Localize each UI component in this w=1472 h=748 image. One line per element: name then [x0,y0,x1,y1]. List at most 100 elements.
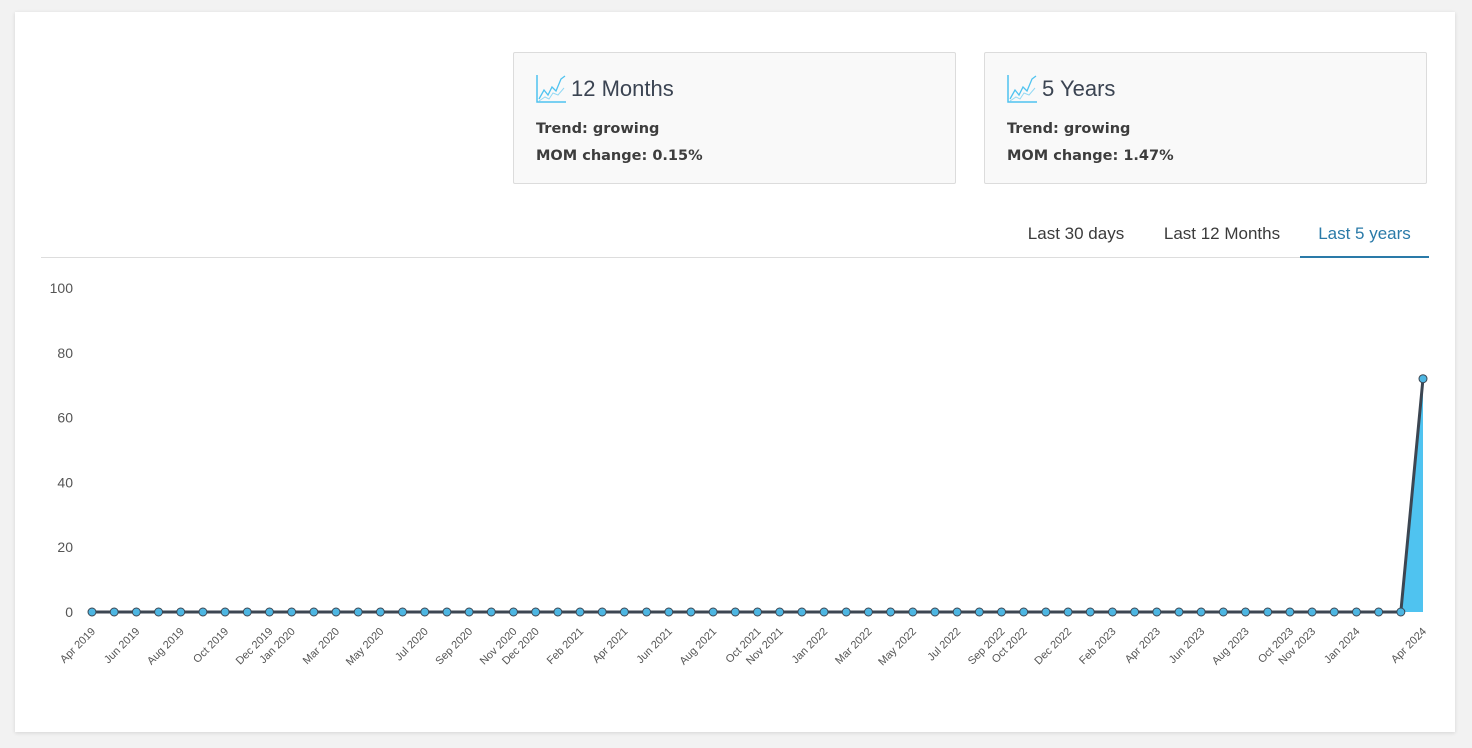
trend-chart: 0 20 40 60 80 100 Apr 2019 Jun 2019 Aug 2019 Oct… [50,280,1429,669]
data-point[interactable] [1351,607,1361,617]
data-point[interactable] [87,607,97,617]
x-tick-label: Apr 2023 [1123,626,1163,666]
data-point[interactable] [952,607,962,617]
data-point[interactable] [375,607,385,617]
series-layer [87,374,1428,617]
data-point[interactable] [1085,607,1095,617]
y-tick-label: 40 [57,474,73,490]
data-point[interactable] [863,607,873,617]
trends-panel: 12 Months Trend: growing MOM change: 0.1… [15,12,1455,732]
data-point[interactable] [664,607,674,617]
card-title: 12 Months [571,76,674,101]
x-tick-label: Mar 2020 [301,626,342,667]
data-point[interactable] [1107,607,1117,617]
data-point[interactable] [1241,607,1251,617]
x-tick-label: Jan 2024 [1322,626,1362,666]
data-point[interactable] [730,607,740,617]
x-tick-label: Apr 2021 [590,626,630,666]
line-chart-icon [1007,75,1037,103]
x-tick-label: Aug 2023 [1210,626,1252,668]
x-tick-label: Dec 2022 [1032,626,1074,668]
data-point[interactable] [353,607,363,617]
data-point[interactable] [464,607,474,617]
x-tick-label: Feb 2021 [545,626,586,667]
x-axis: Apr 2019 Jun 2019 Aug 2019 Oct 2019 Dec 2019… [58,626,1429,669]
data-point[interactable] [1218,607,1228,617]
x-tick-label: Feb 2023 [1077,626,1118,667]
data-point[interactable] [930,607,940,617]
tab-last-5-years[interactable]: Last 5 years [1300,217,1429,258]
data-point[interactable] [398,607,408,617]
tab-last-12-months[interactable]: Last 12 Months [1163,224,1281,243]
data-point[interactable] [264,607,274,617]
data-point[interactable] [1307,607,1317,617]
data-point[interactable] [819,607,829,617]
data-point[interactable] [1019,607,1029,617]
data-point[interactable] [1263,607,1273,617]
data-point[interactable] [442,607,452,617]
data-point[interactable] [775,607,785,617]
x-tick-label: Apr 2019 [58,626,98,666]
data-point[interactable] [1196,607,1206,617]
data-point[interactable] [1063,607,1073,617]
x-tick-label: Jul 2022 [925,626,963,664]
mom-change-text: MOM change: 0.15% [536,148,703,164]
data-point[interactable] [1285,607,1295,617]
data-point[interactable] [1174,607,1184,617]
data-point[interactable] [508,607,518,617]
data-point[interactable] [287,607,297,617]
data-point[interactable] [420,607,430,617]
x-tick-label: Jun 2023 [1167,626,1207,666]
line-chart-icon [536,75,566,103]
data-point[interactable] [1041,607,1051,617]
data-point[interactable] [1374,607,1384,617]
data-point[interactable] [997,607,1007,617]
data-point[interactable] [619,607,629,617]
trend-text: Trend: growing [1007,121,1131,137]
x-tick-label: May 2022 [876,626,919,669]
trend-text: Trend: growing [536,121,660,137]
data-point[interactable] [154,607,164,617]
card-title: 5 Years [1042,76,1116,101]
series-area [92,378,1423,612]
y-tick-label: 0 [65,604,73,620]
tab-last-30-days[interactable]: Last 30 days [1027,224,1125,243]
data-point[interactable] [242,607,252,617]
data-point[interactable] [708,607,718,617]
data-point[interactable] [974,607,984,617]
x-tick-label: Jul 2020 [393,626,431,664]
x-tick-label: Jun 2021 [634,626,674,666]
data-point[interactable] [220,607,230,617]
x-tick-label: May 2020 [344,626,387,669]
data-point[interactable] [797,607,807,617]
data-point[interactable] [553,607,563,617]
data-point[interactable] [597,607,607,617]
series-line [92,378,1425,614]
data-point[interactable] [486,607,496,617]
data-point[interactable] [109,607,119,617]
y-tick-label: 20 [57,539,73,555]
data-point[interactable] [886,607,896,617]
data-point[interactable] [642,607,652,617]
data-point[interactable] [131,607,141,617]
card-header: 12 Months [535,73,674,105]
data-point[interactable] [1152,607,1162,617]
data-point[interactable] [1396,607,1406,617]
data-point[interactable] [1329,607,1339,617]
x-tick-label: Mar 2022 [833,626,874,667]
card-header: 5 Years [1006,73,1115,105]
data-point[interactable] [198,607,208,617]
data-point[interactable] [176,607,186,617]
data-point[interactable] [686,607,696,617]
data-point[interactable] [908,607,918,617]
data-point[interactable] [1418,374,1428,384]
data-point[interactable] [753,607,762,617]
data-point[interactable] [331,607,341,617]
data-point[interactable] [309,607,319,617]
data-point[interactable] [1130,607,1140,617]
summary-card-12-months: 12 Months Trend: growing MOM change: 0.1… [513,52,956,184]
data-point[interactable] [841,607,851,617]
x-tick-label: Sep 2020 [433,626,475,668]
data-point[interactable] [531,607,541,617]
data-point[interactable] [575,607,585,617]
